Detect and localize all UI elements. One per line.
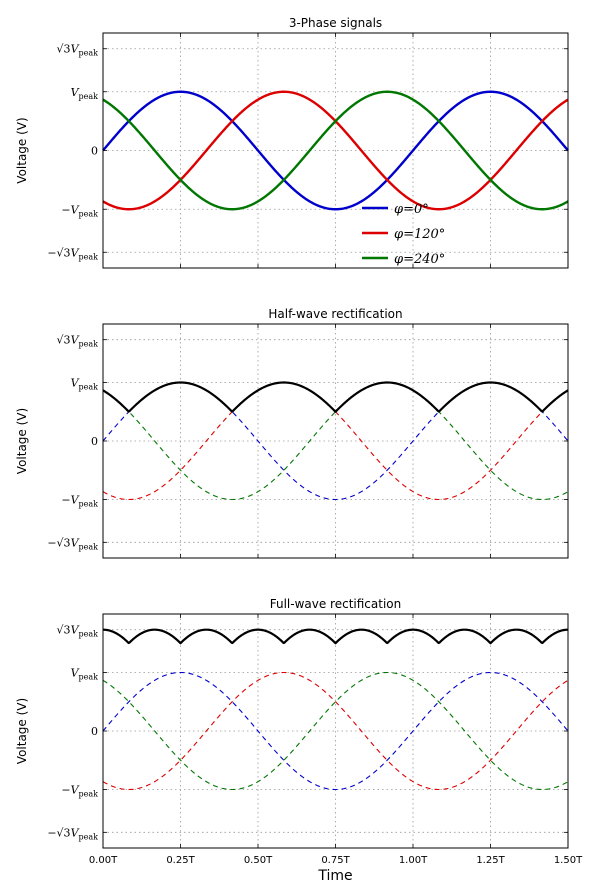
y-tick-label: 0 (91, 145, 98, 158)
chart-panel-1: √3Vpeak Vpeak 0 −Vpeak −√3Vpeak 3-Phase signa… (15, 16, 569, 269)
chart-title: Half-wave rectification (268, 307, 402, 321)
y-tick-label: 0 (91, 435, 98, 448)
y-tick-label: −√3Vpeak (47, 246, 98, 261)
x-tick-label: 1.50T (554, 855, 583, 866)
y-axis-label: Voltage (V) (15, 117, 29, 183)
y-tick-label: −Vpeak (61, 494, 98, 509)
y-tick-label: Vpeak (71, 86, 99, 101)
y-axis-label: Voltage (V) (15, 698, 29, 764)
legend-label: φ=0° (394, 202, 429, 217)
chart-title: Full-wave rectification (270, 597, 402, 611)
y-tick-label: √3Vpeak (57, 624, 99, 639)
legend: φ=0° φ=120° φ=240° (362, 202, 445, 267)
series-line-rectified (102, 381, 569, 413)
y-tick-label: Vpeak (71, 667, 99, 682)
chart-panel-3: √3Vpeak Vpeak 0 −Vpeak −√3Vpeak 0.00T 0.25T 0.5… (15, 597, 583, 884)
series-line-phase-240 (102, 90, 569, 211)
x-tick-label: 0.50T (244, 855, 273, 866)
series-line-phase-0 (102, 90, 569, 211)
x-tick-label: 0.75T (321, 855, 350, 866)
chart-panel-2: √3Vpeak Vpeak 0 −Vpeak −√3Vpeak Half-wave rec… (15, 307, 569, 559)
series-line-phase-240 (102, 671, 569, 791)
x-tick-label: 0.25T (166, 855, 195, 866)
series-line-phase-0 (102, 671, 569, 791)
y-tick-label: √3Vpeak (57, 43, 99, 58)
legend-label: φ=120° (394, 227, 445, 242)
y-tick-label: Vpeak (71, 377, 99, 392)
x-axis-label: Time (317, 868, 352, 884)
x-tick-label: 1.25T (476, 855, 505, 866)
y-tick-label: −Vpeak (61, 784, 98, 799)
y-axis-label: Voltage (V) (15, 408, 29, 474)
series-line-phase-240 (102, 381, 569, 501)
x-tick-label: 0.00T (89, 855, 118, 866)
y-tick-label: −√3Vpeak (47, 826, 98, 841)
y-tick-label: −√3Vpeak (47, 536, 98, 551)
series-line-rectified (102, 628, 569, 645)
y-tick-label: 0 (91, 725, 98, 738)
legend-label: φ=240° (394, 252, 445, 267)
x-tick-label: 1.00T (399, 855, 428, 866)
y-tick-label: −Vpeak (61, 203, 98, 218)
chart-title: 3-Phase signals (289, 16, 382, 30)
y-tick-label: √3Vpeak (57, 334, 99, 349)
series-line-phase-120 (102, 671, 569, 791)
